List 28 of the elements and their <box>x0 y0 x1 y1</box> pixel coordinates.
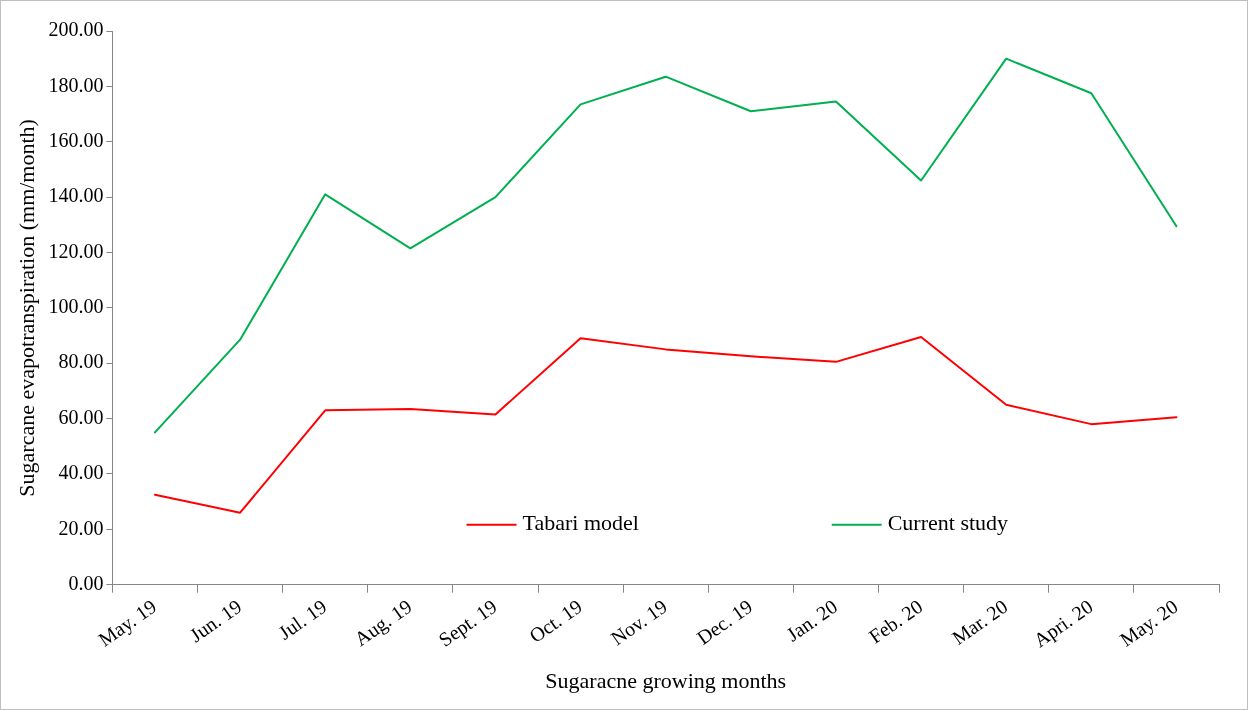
x-tick-label: Apri. 20 <box>1029 595 1098 653</box>
x-tick-label: Dec. 19 <box>692 595 757 649</box>
y-tick-label: 40.00 <box>58 461 104 484</box>
y-tick-label: 0.00 <box>68 571 104 594</box>
x-axis-title: Sugaracne growing months <box>545 667 787 693</box>
x-tick-label: Jul. 19 <box>274 595 331 644</box>
y-tick-label: 120.00 <box>48 239 104 262</box>
y-tick-label: 140.00 <box>48 184 104 207</box>
x-tick-label: May. 20 <box>1115 595 1183 652</box>
x-tick-label: Jun. 19 <box>185 595 246 647</box>
y-tick-label: 100.00 <box>48 295 104 318</box>
y-tick-label: 180.00 <box>48 73 104 96</box>
x-tick-label: Feb. 20 <box>864 595 927 648</box>
y-tick-label: 20.00 <box>58 516 104 539</box>
x-tick-label: Nov. 19 <box>606 595 672 650</box>
y-tick-label: 80.00 <box>58 350 104 373</box>
legend-label: Current study <box>887 510 1009 536</box>
x-tick-label: Jan. 20 <box>782 595 842 646</box>
y-axis-title: Sugarcane evapotranspiration (mm/month) <box>13 119 39 497</box>
legend-label: Tabari model <box>522 510 639 536</box>
x-tick-label: Aug. 19 <box>350 595 417 651</box>
x-tick-label: Oct. 19 <box>525 595 586 647</box>
y-tick-label: 160.00 <box>48 128 104 151</box>
x-tick-label: May. 19 <box>94 595 161 652</box>
y-tick-label: 200.00 <box>48 18 104 41</box>
y-tick-label: 60.00 <box>58 405 104 428</box>
x-tick-label: Mar. 20 <box>947 595 1012 649</box>
x-tick-label: Sept. 19 <box>434 595 502 652</box>
